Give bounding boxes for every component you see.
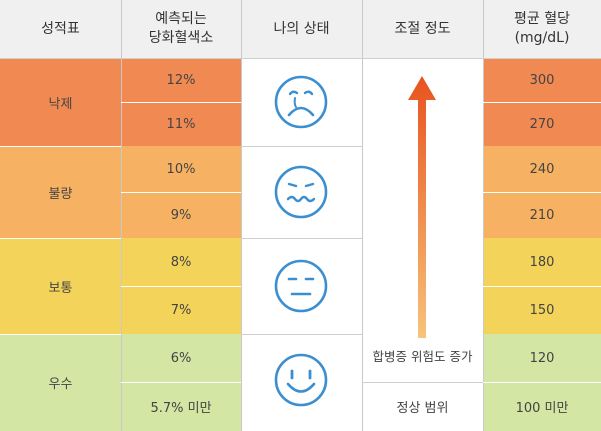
glucose-120: 120 bbox=[483, 334, 601, 382]
hba1c-9: 9% bbox=[121, 192, 241, 238]
glucose-210: 210 bbox=[483, 192, 601, 238]
grid-line bbox=[483, 102, 601, 103]
grid-line bbox=[483, 286, 601, 287]
glucose-300: 300 bbox=[483, 58, 601, 102]
header-glucose-line1: 평균 혈당 bbox=[514, 11, 570, 28]
grid-line bbox=[241, 334, 362, 335]
grade-fair: 보통 bbox=[0, 238, 121, 334]
grid-line bbox=[0, 334, 121, 335]
grid-line bbox=[0, 58, 601, 59]
neutral-face-icon bbox=[274, 259, 328, 313]
glucose-180: 180 bbox=[483, 238, 601, 286]
state-cell-good bbox=[241, 334, 362, 431]
state-cell-fair bbox=[241, 238, 362, 334]
grid-line bbox=[483, 382, 601, 383]
glucose-under-100: 100 미만 bbox=[483, 382, 601, 431]
grid-line bbox=[241, 0, 242, 431]
normal-range-cell: 정상 범위 bbox=[362, 382, 483, 431]
state-cell-fail bbox=[241, 58, 362, 146]
hba1c-8: 8% bbox=[121, 238, 241, 286]
header-control: 조절 정도 bbox=[362, 0, 483, 58]
risk-increase-label: 합병증 위험도 증가 bbox=[372, 348, 473, 364]
grid-line bbox=[121, 286, 241, 287]
hba1c-under-5-7: 5.7% 미만 bbox=[121, 382, 241, 431]
increase-arrow-icon bbox=[408, 76, 436, 338]
glucose-150: 150 bbox=[483, 286, 601, 334]
grid-line bbox=[121, 102, 241, 103]
header-hba1c: 예측되는 당화혈색소 bbox=[121, 0, 241, 58]
grid-line bbox=[483, 192, 601, 193]
grade-poor: 불량 bbox=[0, 146, 121, 238]
grid-line bbox=[362, 382, 483, 383]
grid-line bbox=[362, 0, 363, 431]
header-grade: 성적표 bbox=[0, 0, 121, 58]
grade-good: 우수 bbox=[0, 334, 121, 431]
grid-line bbox=[483, 0, 484, 431]
grid-line bbox=[121, 0, 122, 431]
header-hba1c-line2: 당화혈색소 bbox=[148, 30, 214, 46]
grid-line bbox=[121, 382, 241, 383]
header-hba1c-line1: 예측되는 bbox=[155, 11, 207, 28]
nauseated-face-icon bbox=[274, 165, 328, 219]
hba1c-6: 6% bbox=[121, 334, 241, 382]
grid-line bbox=[0, 238, 121, 239]
state-cell-poor bbox=[241, 146, 362, 238]
header-glucose: 평균 혈당 (mg/dL) bbox=[483, 0, 601, 58]
hba1c-7: 7% bbox=[121, 286, 241, 334]
glucose-240: 240 bbox=[483, 146, 601, 192]
grid-line bbox=[241, 146, 362, 147]
grade-fail: 낙제 bbox=[0, 58, 121, 146]
header-state: 나의 상태 bbox=[241, 0, 362, 58]
hba1c-12: 12% bbox=[121, 58, 241, 102]
hba1c-11: 11% bbox=[121, 102, 241, 146]
crying-face-icon bbox=[274, 75, 328, 129]
grid-line bbox=[241, 238, 362, 239]
grid-line bbox=[0, 146, 121, 147]
header-glucose-line2: (mg/dL) bbox=[514, 30, 570, 46]
hba1c-10: 10% bbox=[121, 146, 241, 192]
glucose-270: 270 bbox=[483, 102, 601, 146]
smiling-face-icon bbox=[274, 353, 328, 407]
grid-line bbox=[121, 192, 241, 193]
